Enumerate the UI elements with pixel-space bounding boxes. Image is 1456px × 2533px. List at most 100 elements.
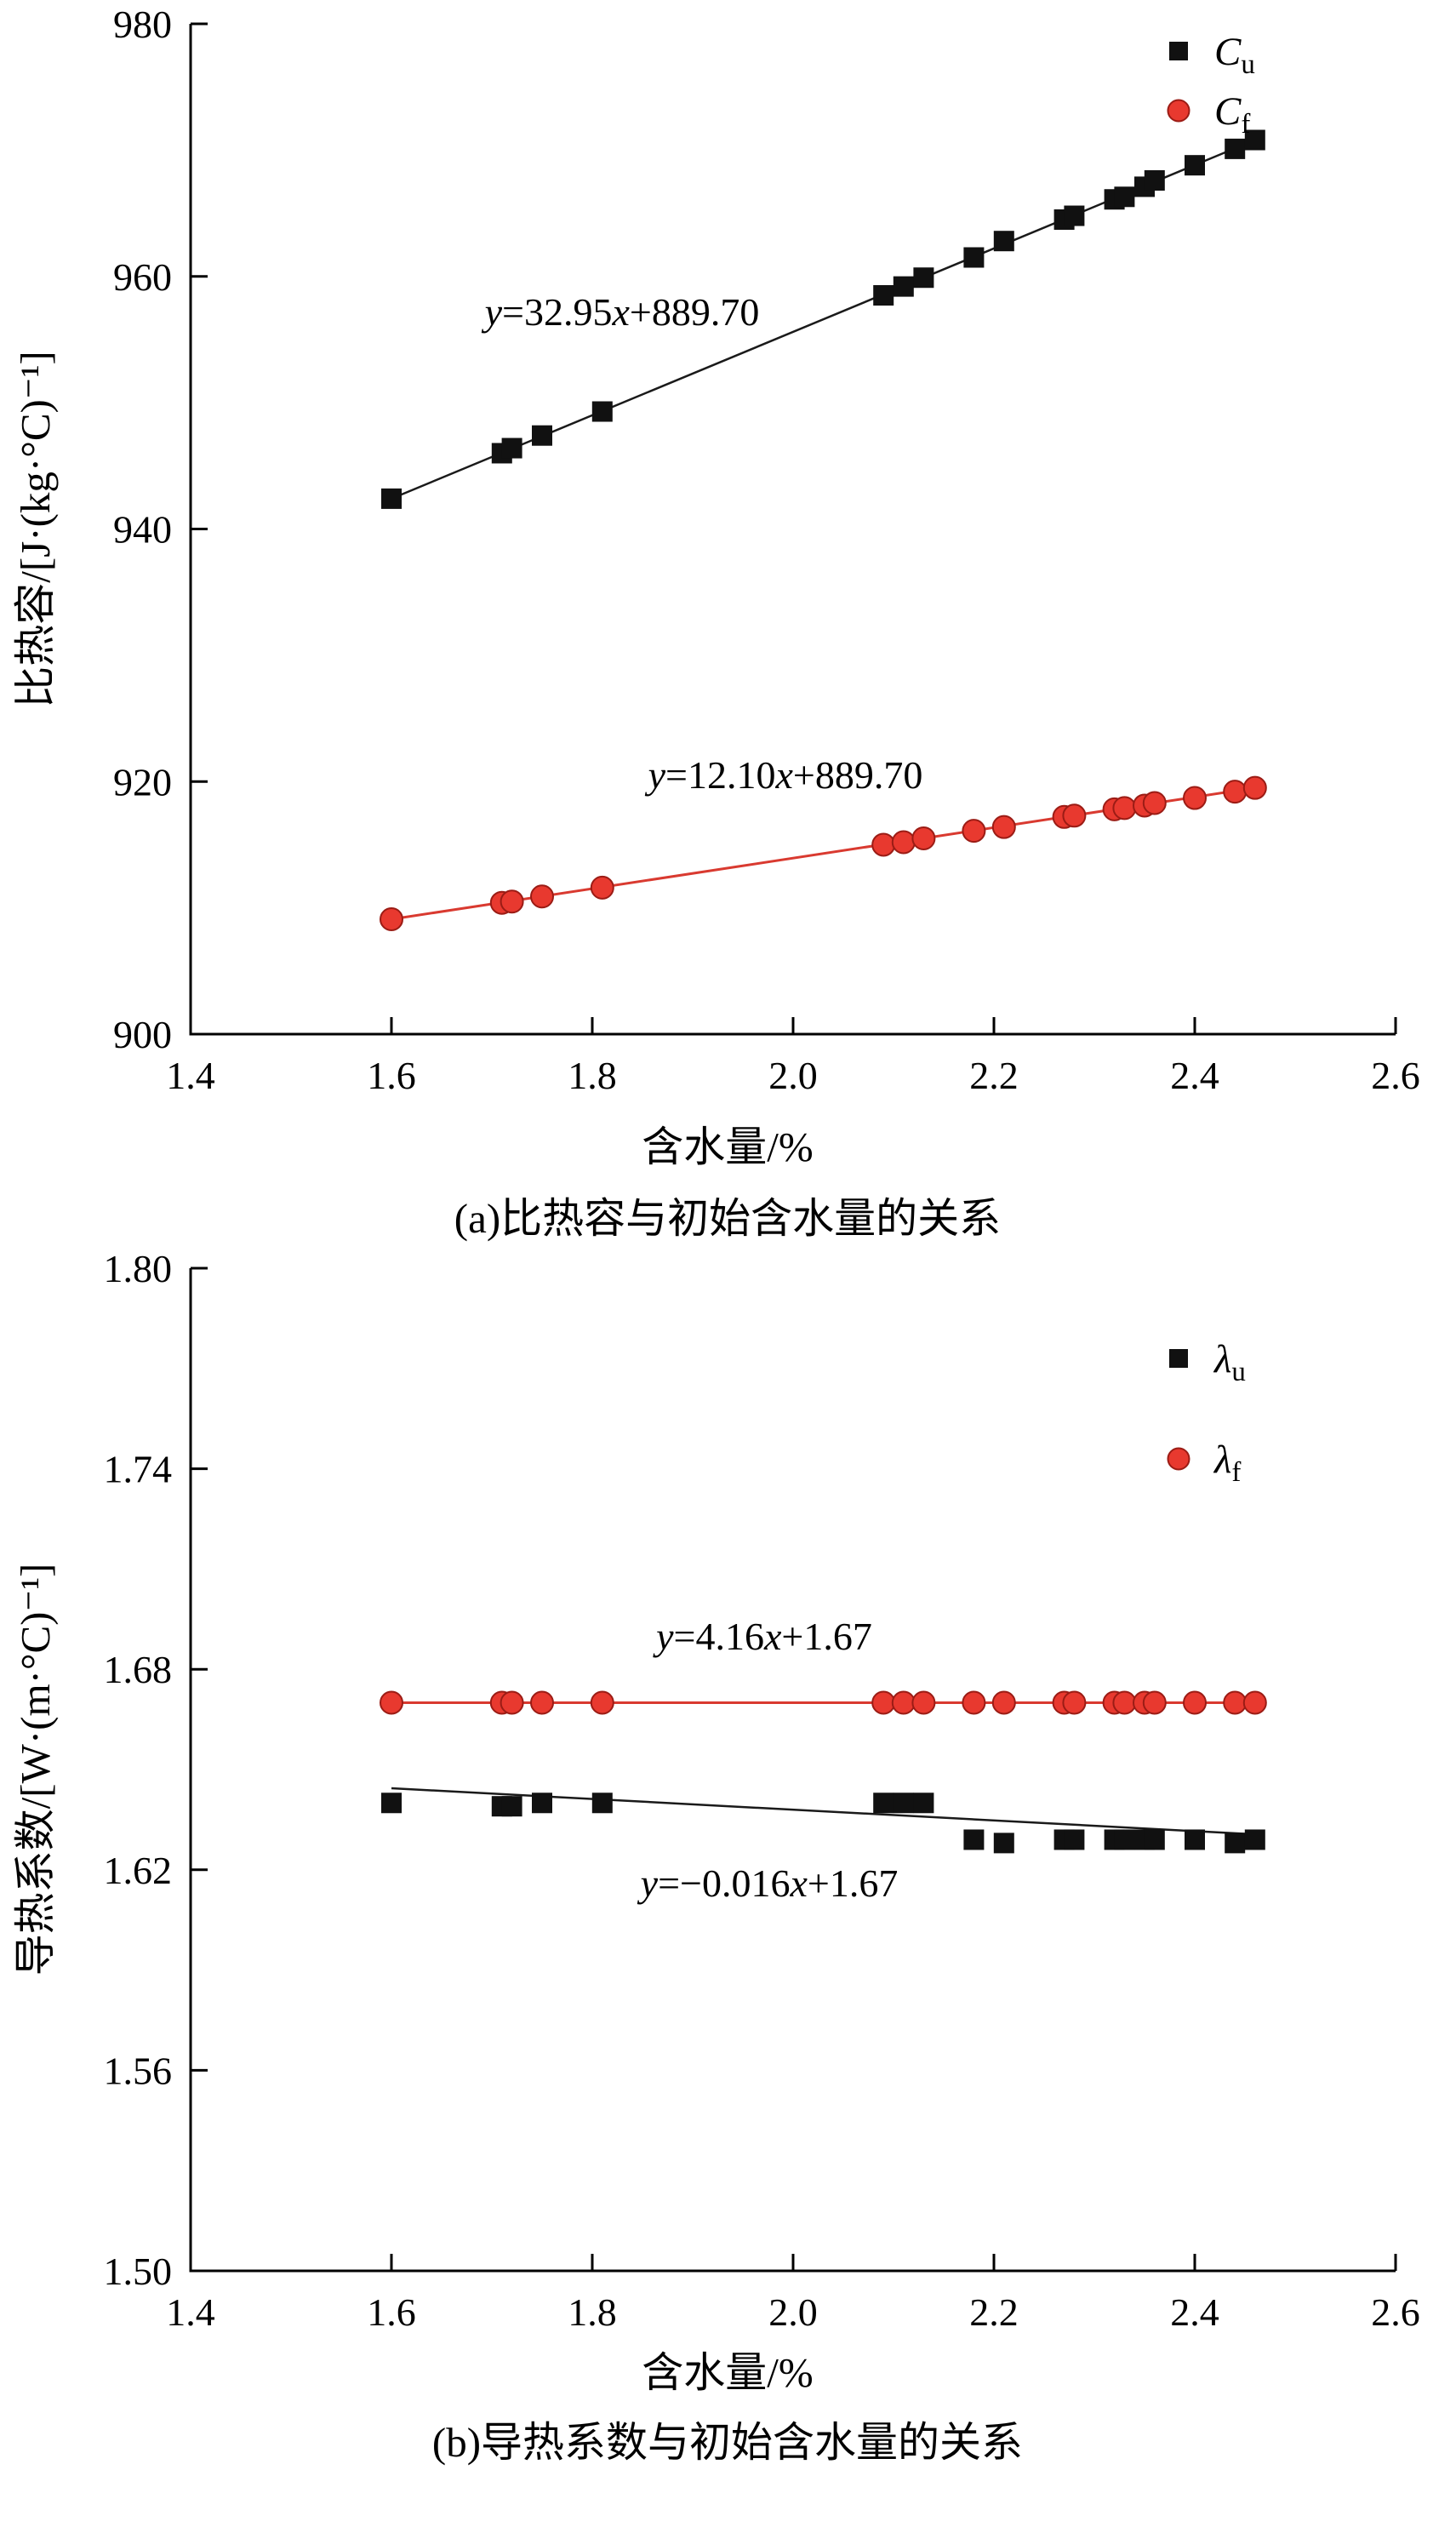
chart-a-caption: (a)比热容与初始含水量的关系 — [454, 1195, 1001, 1242]
x-tick-label: 1.4 — [166, 2290, 215, 2334]
legend-label-lambda_u: λu — [1213, 1337, 1246, 1387]
data-point-circle — [911, 826, 936, 851]
data-point-circle — [500, 1690, 524, 1715]
data-point-circle — [1223, 1690, 1248, 1715]
x-tick-label: 2.4 — [1170, 1054, 1219, 1097]
equation-Cf: y=12.10x+889.70 — [645, 753, 923, 797]
x-tick-label: 2.4 — [1170, 2290, 1219, 2334]
data-point-square — [532, 425, 552, 446]
chart-a-y-axis-label: 比热容/[J·(kg·°C)⁻¹] — [12, 351, 59, 707]
chart-b-x-axis-label: 含水量/% — [642, 2349, 813, 2396]
data-point-square — [1064, 205, 1085, 226]
y-tick-label: 1.56 — [104, 2049, 173, 2092]
data-point-circle — [1242, 775, 1267, 800]
equation-lambda_f: y=4.16x+1.67 — [653, 1615, 872, 1658]
data-point-square — [532, 1793, 552, 1814]
series-Cf — [380, 775, 1267, 931]
data-point-circle — [911, 1690, 936, 1715]
y-tick-label: 1.74 — [104, 1448, 173, 1491]
data-point-square — [1185, 155, 1205, 176]
legend-marker-lambda_u — [1169, 1349, 1188, 1368]
data-point-square — [501, 1796, 522, 1817]
data-point-circle — [590, 875, 614, 900]
data-point-square — [591, 1793, 613, 1814]
data-point-square — [963, 1829, 985, 1850]
data-point-circle — [530, 884, 554, 909]
data-point-square — [381, 1793, 402, 1814]
data-point-square — [1244, 129, 1265, 151]
legend-label-lambda_f: λf — [1213, 1438, 1241, 1488]
x-tick-label: 2.6 — [1371, 2290, 1420, 2334]
x-tick-label: 1.6 — [367, 2290, 416, 2334]
y-tick-label: 1.68 — [104, 1648, 173, 1691]
data-point-square — [913, 267, 934, 289]
series-lambda_f — [380, 1690, 1267, 1715]
data-point-circle — [871, 832, 896, 857]
legend-marker-Cf — [1167, 99, 1190, 123]
y-tick-label: 940 — [113, 508, 172, 552]
data-point-circle — [1112, 1690, 1137, 1715]
data-point-circle — [1142, 1690, 1167, 1715]
y-tick-label: 1.62 — [104, 1849, 173, 1892]
data-point-square — [993, 1833, 1014, 1854]
x-tick-label: 2.0 — [768, 2290, 818, 2334]
data-point-square — [913, 1793, 934, 1814]
data-point-circle — [1242, 1690, 1267, 1715]
data-point-circle — [1183, 786, 1207, 810]
y-tick-label: 960 — [113, 255, 172, 299]
chart-b-y-axis-label: 导热系数/[W·(m·°C)⁻¹] — [12, 1564, 59, 1976]
data-point-circle — [962, 819, 986, 843]
axes — [189, 24, 1396, 1036]
legend-marker-Cu — [1169, 42, 1188, 60]
axes — [189, 1268, 1396, 2273]
x-tick-label: 1.4 — [166, 1054, 215, 1097]
data-point-circle — [500, 889, 524, 914]
x-tick-label: 2.2 — [969, 1054, 1019, 1097]
x-tick-label: 1.8 — [568, 2290, 617, 2334]
data-point-square — [993, 231, 1014, 252]
data-point-circle — [530, 1690, 554, 1715]
data-point-circle — [380, 1690, 403, 1715]
data-point-square — [893, 1793, 914, 1814]
data-point-square — [963, 247, 985, 268]
data-point-circle — [1142, 791, 1167, 815]
plot-area-b: 1.4 1.6 1.8 2.0 2.2 2.4 2.6 1.50 1.56 1.62 1.68 1.7… — [104, 1251, 1420, 2334]
equation-lambda_u: y=−0.016x+1.67 — [637, 1861, 899, 1905]
data-point-square — [501, 437, 522, 459]
legend-marker-lambda_f — [1167, 1447, 1190, 1471]
chart-panel-b: 导热系数/[W·(m·°C)⁻¹] 含水量/% (b)导热系数与初始含水量的关系… — [12, 1251, 1420, 2466]
data-point-square — [1225, 1833, 1246, 1854]
data-point-square — [1114, 1829, 1135, 1850]
data-point-circle — [891, 1690, 916, 1715]
x-tick-label: 1.8 — [568, 1054, 617, 1097]
data-point-square — [1114, 186, 1135, 208]
y-tick-label: 1.50 — [104, 2250, 173, 2293]
data-point-circle — [991, 815, 1016, 839]
plot-area-a: 1.4 1.6 1.8 2.0 2.2 2.4 2.6 900 920 940 960 980 Cu y=… — [113, 3, 1420, 1097]
data-point-circle — [1062, 803, 1087, 828]
data-point-square — [1144, 1829, 1165, 1850]
data-point-circle — [1183, 1690, 1207, 1715]
y-tick-label: 900 — [113, 1013, 172, 1056]
data-point-circle — [991, 1690, 1016, 1715]
data-point-circle — [590, 1690, 614, 1715]
data-point-square — [1144, 169, 1165, 191]
chart-panel-a: 比热容/[J·(kg·°C)⁻¹] 含水量/% (a)比热容与初始含水量的关系 … — [12, 3, 1420, 1242]
data-point-circle — [891, 830, 916, 855]
x-tick-label: 2.6 — [1371, 1054, 1420, 1097]
chart-a-x-axis-label: 含水量/% — [642, 1124, 813, 1170]
series-Cu — [381, 129, 1265, 509]
legend-label-Cu: Cu — [1214, 30, 1255, 80]
x-tick-label: 2.0 — [768, 1054, 818, 1097]
x-tick-label: 1.6 — [367, 1054, 416, 1097]
y-tick-label: 1.80 — [104, 1251, 173, 1290]
data-point-square — [893, 276, 914, 297]
data-point-circle — [1112, 796, 1137, 821]
data-point-square — [873, 285, 894, 306]
series-lambda_u — [381, 1793, 1265, 1854]
data-point-circle — [871, 1690, 896, 1715]
data-point-circle — [1223, 780, 1248, 804]
data-point-circle — [380, 906, 403, 931]
chart-b-caption: (b)导热系数与初始含水量的关系 — [432, 2419, 1023, 2466]
